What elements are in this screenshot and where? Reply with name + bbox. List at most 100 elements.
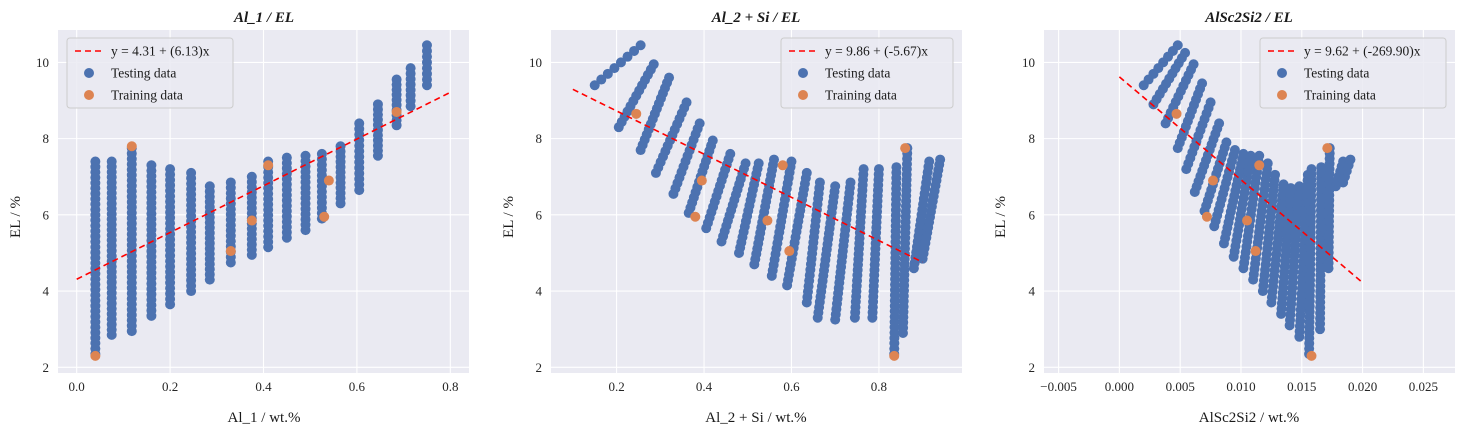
training-point — [1306, 350, 1317, 361]
testing-point — [814, 177, 825, 188]
testing-point — [90, 156, 101, 167]
training-series — [1171, 108, 1333, 361]
legend-fit-label: y = 4.31 + (6.13)x — [111, 44, 210, 59]
y-tick-label: 8 — [1029, 131, 1036, 146]
legend-testing-label: Testing data — [1304, 66, 1369, 81]
training-point — [1242, 215, 1253, 226]
testing-point — [596, 74, 607, 85]
testing-point — [146, 160, 157, 171]
chart-title: AlSc2Si2 / EL — [1204, 10, 1293, 26]
y-axis-label: EL / % — [993, 196, 1009, 238]
plot-content — [76, 40, 451, 361]
training-point — [1254, 160, 1265, 171]
x-tick-label: 0.000 — [1105, 379, 1134, 394]
plot-content — [572, 40, 946, 361]
x-tick-label: 0.025 — [1409, 379, 1438, 394]
legend-testing-label: Testing data — [111, 66, 176, 81]
subplot-alsc2si2: AlSc2Si2 / EL AlSc2Si2 / wt.% EL / % −0.… — [993, 10, 1455, 426]
testing-point — [1188, 59, 1199, 70]
training-point — [1322, 143, 1333, 154]
testing-point — [935, 154, 946, 165]
training-point — [263, 160, 274, 171]
y-tick-label: 10 — [529, 55, 542, 70]
legend-training-swatch — [798, 90, 808, 100]
testing-point — [602, 68, 613, 79]
y-tick-label: 4 — [536, 284, 543, 299]
x-tick-label: −0.005 — [1040, 379, 1077, 394]
testing-point — [1229, 145, 1240, 156]
y-axis-label: EL / % — [501, 196, 517, 238]
testing-point — [622, 51, 633, 62]
legend-testing-swatch — [798, 68, 808, 78]
x-tick-label: 0.2 — [608, 379, 624, 394]
training-point — [1201, 211, 1212, 222]
testing-point — [873, 164, 884, 175]
testing-point — [1306, 164, 1317, 175]
legend-training-label: Training data — [825, 88, 897, 103]
testing-point — [165, 164, 176, 175]
x-tick-label: 0.010 — [1226, 379, 1255, 394]
y-tick-label: 6 — [1029, 207, 1036, 222]
x-tick-label: 0.015 — [1287, 379, 1316, 394]
legend-training-label: Training data — [1304, 88, 1376, 103]
x-axis-label: Al_1 / wt.% — [228, 410, 301, 426]
training-point — [319, 211, 330, 222]
testing-point — [316, 148, 327, 159]
x-tick-label: 0.6 — [783, 379, 800, 394]
x-axis-label: AlSc2Si2 / wt.% — [1199, 410, 1299, 426]
legend: y = 9.62 + (-269.90)x Testing data Trainin… — [1259, 37, 1447, 109]
training-point — [246, 215, 257, 226]
plot-content — [1118, 40, 1364, 361]
testing-point — [1270, 169, 1281, 180]
x-tick-label: 0.4 — [255, 379, 272, 394]
training-point — [1250, 246, 1261, 257]
y-tick-label: 10 — [36, 55, 49, 70]
x-tick-label: 0.8 — [442, 379, 458, 394]
testing-point — [1294, 181, 1305, 192]
training-point — [900, 143, 911, 154]
testing-point — [246, 171, 257, 182]
y-tick-label: 4 — [1029, 284, 1036, 299]
fit-line — [1118, 76, 1364, 284]
x-tick-label: 0.0 — [69, 379, 85, 394]
testing-point — [589, 80, 600, 91]
y-tick-label: 6 — [43, 207, 50, 222]
testing-point — [354, 118, 365, 129]
training-point — [323, 175, 334, 186]
y-tick-label: 6 — [536, 207, 543, 222]
training-point — [631, 108, 642, 119]
testing-point — [1205, 97, 1216, 108]
legend-testing-swatch — [84, 68, 94, 78]
testing-point — [801, 167, 812, 178]
x-tick-label: 0.005 — [1166, 379, 1195, 394]
legend-training-swatch — [84, 90, 94, 100]
testing-point — [300, 150, 311, 161]
training-point — [889, 350, 900, 361]
testing-point — [694, 118, 705, 129]
testing-point — [1180, 47, 1191, 58]
testing-point — [372, 99, 383, 110]
testing-point — [648, 59, 659, 70]
y-axis-label: EL / % — [8, 196, 24, 238]
legend-testing-label: Testing data — [825, 66, 890, 81]
fit-line — [572, 88, 924, 263]
training-point — [225, 246, 236, 257]
testing-point — [1345, 154, 1356, 165]
testing-point — [1221, 137, 1232, 148]
y-tick-label: 4 — [43, 284, 50, 299]
y-tick-label: 8 — [536, 131, 543, 146]
legend-frame — [1259, 37, 1447, 109]
testing-series — [589, 40, 946, 359]
training-point — [1208, 175, 1219, 186]
testing-point — [753, 158, 764, 169]
legend-fit-label: y = 9.62 + (-269.90)x — [1304, 44, 1421, 59]
testing-point — [1172, 40, 1183, 51]
training-point — [784, 246, 795, 257]
testing-point — [1285, 183, 1296, 194]
legend-training-swatch — [1277, 90, 1287, 100]
legend-training-label: Training data — [111, 88, 183, 103]
testing-point — [615, 57, 626, 68]
testing-point — [204, 181, 215, 192]
y-tick-label: 2 — [1029, 360, 1036, 375]
